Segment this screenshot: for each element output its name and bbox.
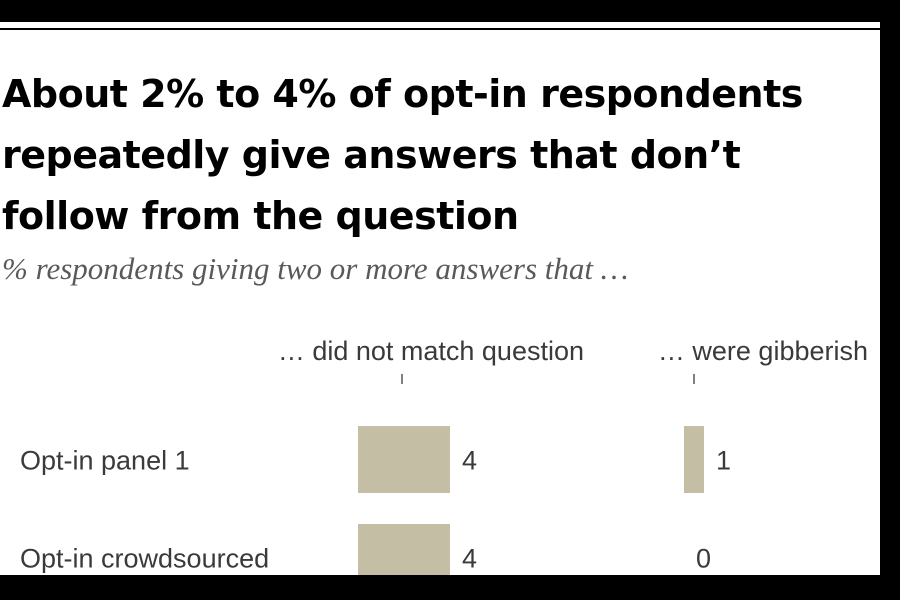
bar: [684, 426, 704, 493]
data-label: 4: [462, 446, 477, 476]
column-header: … did not match question: [278, 336, 584, 366]
bar: [358, 426, 450, 493]
data-label: 1: [716, 446, 731, 476]
data-label: 4: [462, 544, 477, 574]
column-header: … were gibberish: [658, 336, 868, 366]
chart-card: About 2% to 4% of opt-in respondents rep…: [0, 22, 880, 575]
top-rule: [0, 28, 880, 30]
chart-subtitle: % respondents giving two or more answers…: [2, 251, 629, 286]
row-label: Opt-in panel 1: [20, 446, 190, 476]
column-headers: … did not match question … were gibberish: [278, 336, 868, 384]
data-label: 0: [696, 544, 711, 574]
chart-rows: Opt-in panel 1 4 1 Opt-in crowdsourced 4 0: [20, 426, 731, 575]
chart-row: Opt-in crowdsourced 4 0: [20, 524, 711, 575]
row-label: Opt-in crowdsourced: [20, 544, 269, 574]
bar-chart: … did not match question … were gibberish…: [20, 336, 868, 575]
chart-title: About 2% to 4% of opt-in respondents rep…: [2, 72, 803, 238]
bar: [358, 524, 450, 575]
chart-row: Opt-in panel 1 4 1: [20, 426, 731, 493]
